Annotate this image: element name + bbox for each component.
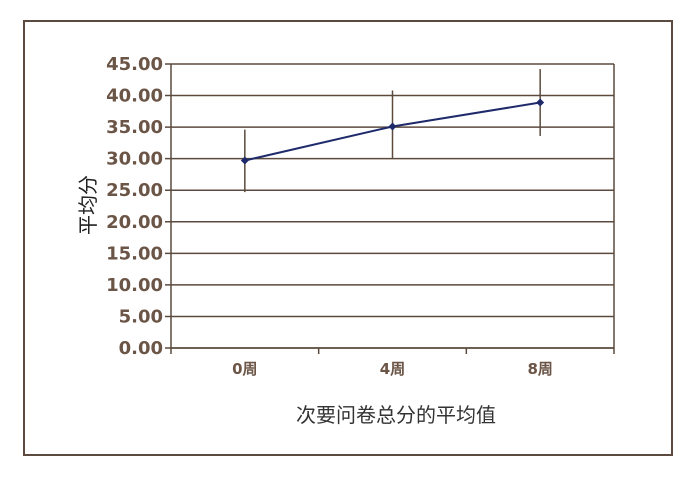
y-tick-label: 10.00 (106, 275, 163, 296)
data-point (240, 156, 249, 165)
y-tick-label: 15.00 (106, 243, 163, 264)
series-group (240, 98, 545, 165)
y-tick-labels: 0.00 5.00 10.00 15.00 20.00 25.00 30.00 35.00 40… (106, 54, 163, 359)
y-tick-label: 20.00 (106, 212, 163, 233)
y-tick-label: 45.00 (106, 54, 163, 75)
data-point (536, 98, 545, 107)
data-point (388, 122, 397, 131)
y-tick-label: 35.00 (106, 117, 163, 138)
axes (170, 64, 615, 354)
x-tick-label: 8周 (527, 360, 552, 378)
x-tick-label: 4周 (380, 360, 405, 378)
y-tick-label: 40.00 (106, 86, 163, 107)
error-bars (244, 69, 541, 193)
y-tick-label: 25.00 (106, 180, 163, 201)
y-tick-label: 5.00 (119, 306, 163, 327)
y-tick-label: 0.00 (119, 338, 163, 359)
x-tick-label: 0周 (232, 360, 257, 378)
x-axis-label: 次要问卷总分的平均值 (296, 403, 496, 427)
chart-frame (23, 20, 673, 456)
gridlines (165, 63, 614, 349)
y-tick-label: 30.00 (106, 149, 163, 170)
y-axis-label: 平均分 (76, 175, 100, 235)
x-tick-labels: 0周 4周 8周 (232, 360, 553, 378)
